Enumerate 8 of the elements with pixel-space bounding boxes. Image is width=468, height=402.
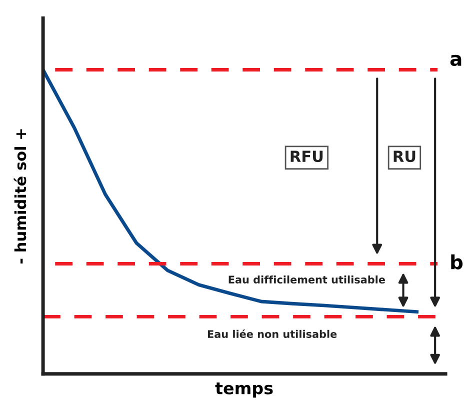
annotation: Eau liée non utilisable [208, 329, 337, 338]
y-axis-title: - humidité sol + [14, 129, 26, 264]
annotation: RU [394, 150, 416, 162]
annotation: Eau difficilement utilisable [228, 275, 385, 284]
ref-line-label: b [451, 254, 463, 270]
x-axis-title: temps [215, 382, 273, 398]
annotation: RFU [290, 150, 323, 162]
ref-line-label: a [450, 54, 462, 66]
